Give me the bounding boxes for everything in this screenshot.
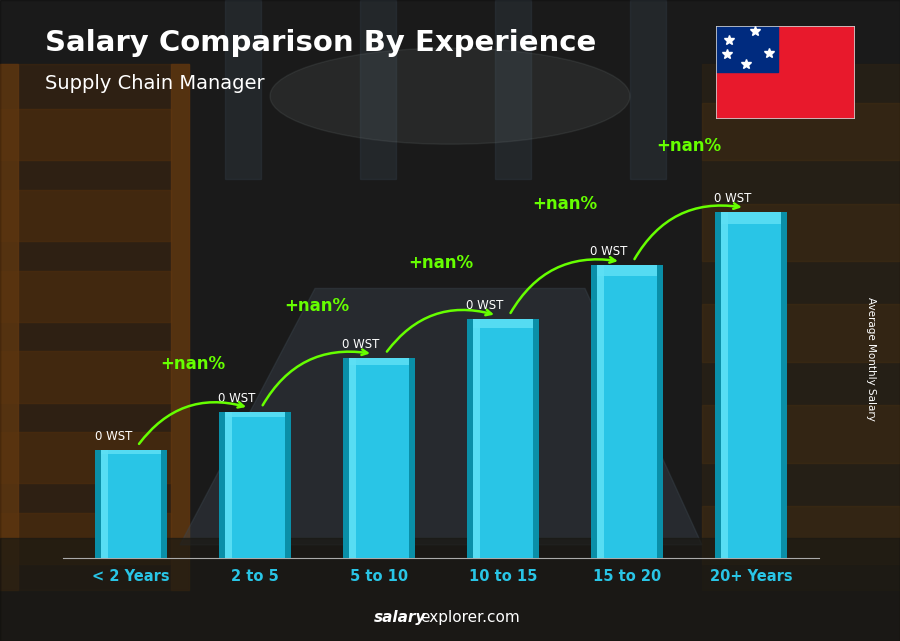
Bar bbox=[495, 0, 531, 179]
Bar bbox=[0, 64, 189, 590]
Bar bbox=[225, 412, 232, 558]
Bar bbox=[349, 358, 410, 558]
Bar bbox=[0, 109, 171, 160]
Bar bbox=[225, 412, 285, 558]
Bar bbox=[467, 319, 539, 558]
Bar bbox=[95, 450, 167, 558]
Ellipse shape bbox=[270, 48, 630, 144]
Bar bbox=[591, 265, 662, 558]
Bar bbox=[101, 450, 161, 558]
Bar bbox=[0, 64, 18, 590]
Bar bbox=[101, 450, 108, 558]
Text: 0 WST: 0 WST bbox=[342, 338, 380, 351]
Text: +nan%: +nan% bbox=[160, 355, 226, 373]
Text: +nan%: +nan% bbox=[533, 195, 598, 213]
Bar bbox=[597, 265, 657, 558]
Text: 0 WST: 0 WST bbox=[94, 430, 132, 443]
Bar bbox=[597, 265, 657, 276]
Bar bbox=[0, 513, 171, 564]
Bar bbox=[721, 212, 781, 558]
Bar bbox=[349, 358, 410, 365]
Bar bbox=[702, 506, 900, 564]
Bar bbox=[472, 319, 480, 558]
Bar bbox=[630, 0, 666, 179]
Bar bbox=[0, 271, 171, 322]
Bar bbox=[716, 26, 778, 72]
Bar bbox=[360, 0, 396, 179]
Bar bbox=[220, 412, 291, 558]
Bar bbox=[702, 103, 900, 160]
Text: explorer.com: explorer.com bbox=[420, 610, 520, 625]
Bar bbox=[715, 212, 787, 558]
Text: Average Monthly Salary: Average Monthly Salary bbox=[866, 297, 877, 421]
Bar bbox=[721, 212, 728, 558]
Bar bbox=[702, 204, 900, 262]
Bar bbox=[721, 212, 781, 224]
Bar bbox=[0, 432, 171, 483]
Bar bbox=[597, 265, 604, 558]
Text: Supply Chain Manager: Supply Chain Manager bbox=[45, 74, 265, 93]
Text: 0 WST: 0 WST bbox=[466, 299, 504, 312]
Bar bbox=[702, 304, 900, 362]
Bar bbox=[472, 319, 533, 558]
Bar bbox=[0, 351, 171, 403]
Bar bbox=[225, 0, 261, 179]
Text: +nan%: +nan% bbox=[284, 297, 349, 315]
Bar bbox=[225, 412, 285, 417]
Text: Salary Comparison By Experience: Salary Comparison By Experience bbox=[45, 29, 596, 57]
Bar bbox=[0, 190, 171, 241]
Bar bbox=[472, 319, 533, 328]
Bar bbox=[343, 358, 415, 558]
Bar bbox=[702, 64, 900, 590]
Text: 0 WST: 0 WST bbox=[715, 192, 752, 204]
Bar bbox=[0, 538, 900, 641]
Bar bbox=[349, 358, 356, 558]
Polygon shape bbox=[180, 288, 702, 545]
Bar bbox=[101, 450, 161, 454]
Text: +nan%: +nan% bbox=[409, 254, 473, 272]
Bar bbox=[171, 64, 189, 590]
Text: 0 WST: 0 WST bbox=[219, 392, 256, 404]
Bar bbox=[702, 406, 900, 463]
Text: +nan%: +nan% bbox=[656, 137, 722, 154]
Text: salary: salary bbox=[374, 610, 426, 625]
Text: 0 WST: 0 WST bbox=[590, 246, 627, 258]
